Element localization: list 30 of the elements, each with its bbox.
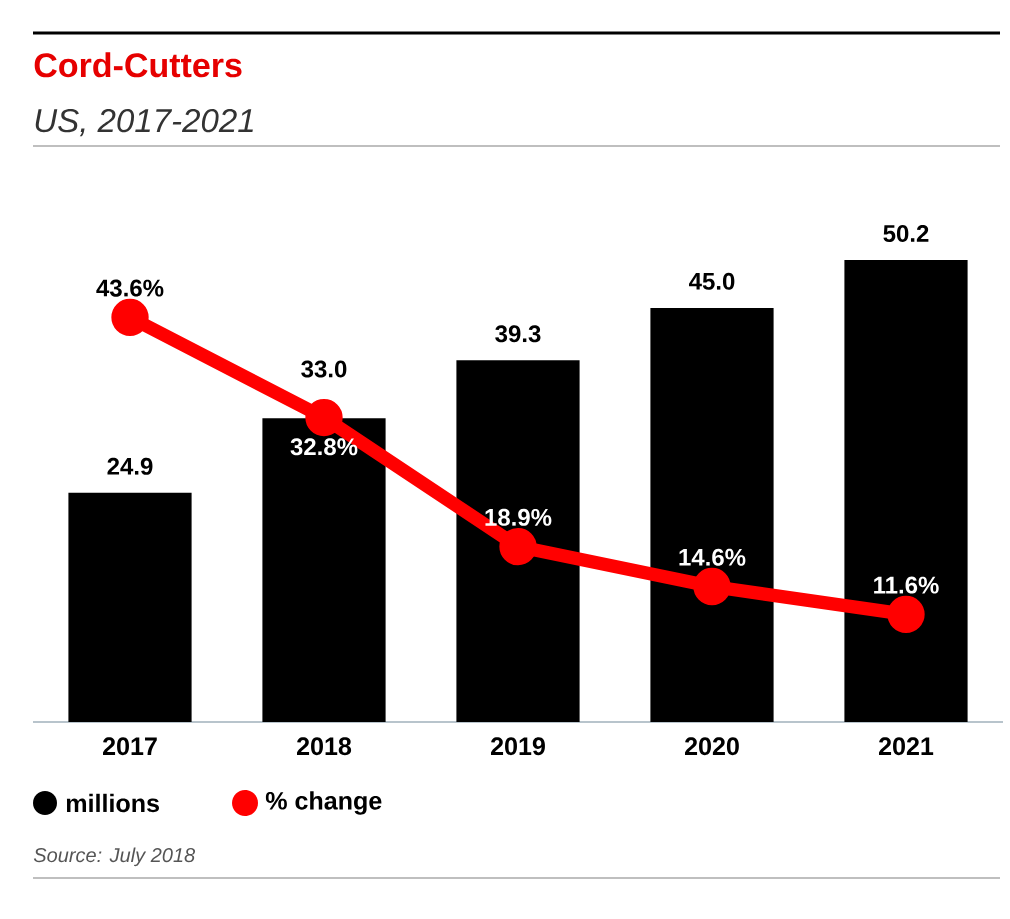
- x-tick-label: 2020: [685, 737, 739, 756]
- data-label: 45.0: [689, 272, 735, 290]
- point: [887, 595, 925, 633]
- x-tick-label: 2018: [297, 737, 352, 756]
- x-tick-label: 2019: [491, 737, 545, 756]
- data-label: 39.3: [495, 325, 541, 343]
- bar: [456, 360, 580, 722]
- point: [305, 398, 343, 437]
- data-label: 14.6%: [679, 548, 746, 566]
- legend-label: % change: [265, 791, 382, 815]
- data-label: 18.9%: [485, 508, 552, 526]
- data-label: 11.6%: [874, 576, 939, 594]
- data-label: 43.6%: [96, 279, 164, 297]
- x-tick-label: 2017: [103, 737, 157, 756]
- point: [111, 298, 149, 337]
- bar: [844, 260, 968, 722]
- data-label: 24.9: [107, 457, 153, 475]
- bar: [650, 307, 774, 722]
- data-label: 32.8%: [290, 438, 358, 456]
- chart-title: Cord-Cutters: [34, 52, 242, 78]
- legend-label: millions: [66, 793, 159, 813]
- point: [693, 567, 731, 606]
- bar: [68, 492, 192, 722]
- bar: [262, 418, 386, 722]
- point: [499, 527, 537, 566]
- data-label: 50.2: [883, 225, 929, 242]
- x-tick-label: 2021: [879, 737, 934, 756]
- source-note: Source: July 2018: [33, 847, 196, 867]
- data-label: 33.0: [301, 360, 347, 378]
- chart-subtitle: US, 2017-2021: [35, 108, 253, 137]
